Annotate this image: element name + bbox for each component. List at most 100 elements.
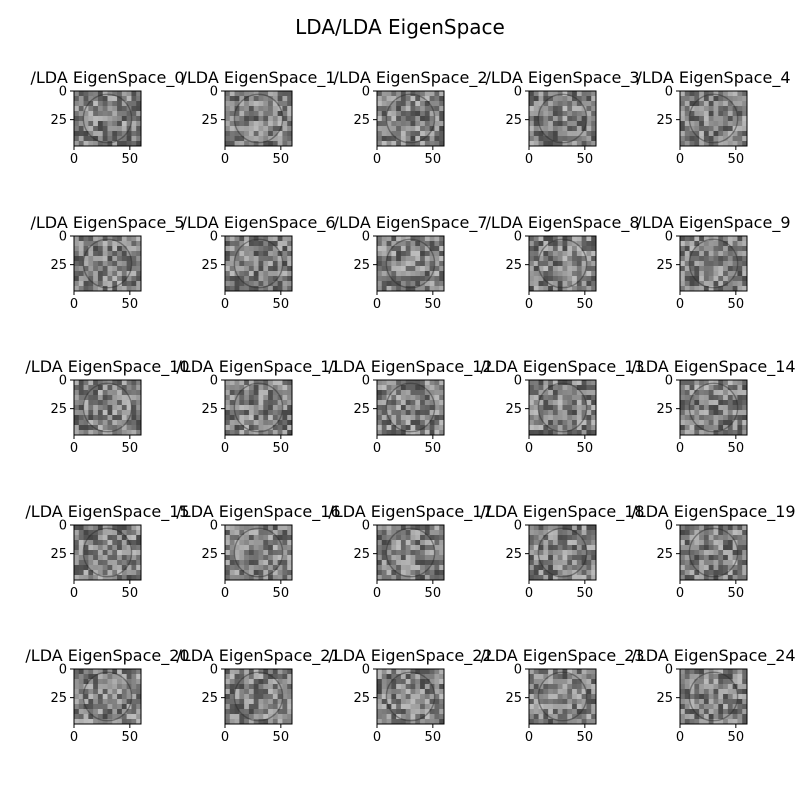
y-tick-label: 25 xyxy=(353,547,370,562)
x-tick-label: 0 xyxy=(373,586,381,601)
eigenface-image xyxy=(529,236,597,292)
y-tick-label: 25 xyxy=(353,113,370,128)
x-tick-label: 0 xyxy=(70,152,78,167)
x-tick-label: 0 xyxy=(221,441,229,456)
eigenface-image xyxy=(529,380,597,436)
eigenface-image xyxy=(74,525,142,581)
x-tick-label: 0 xyxy=(676,441,684,456)
x-tick-label: 0 xyxy=(525,152,533,167)
x-tick-label: 50 xyxy=(577,297,594,312)
eigenface-image xyxy=(377,91,445,147)
subplot-title: /LDA EigenSpace_3 xyxy=(485,68,639,88)
y-tick-label: 0 xyxy=(665,519,673,534)
x-tick-label: 0 xyxy=(373,152,381,167)
x-tick-label: 50 xyxy=(425,297,442,312)
x-tick-label: 0 xyxy=(373,730,381,745)
x-tick-label: 0 xyxy=(221,730,229,745)
x-tick-label: 50 xyxy=(122,441,139,456)
y-tick-label: 25 xyxy=(505,258,522,273)
y-tick-label: 0 xyxy=(362,374,370,389)
y-tick-label: 0 xyxy=(210,374,218,389)
subplot-title: /LDA EigenSpace_17 xyxy=(328,502,492,522)
axes-frame xyxy=(376,524,445,581)
subplot-title: /LDA EigenSpace_24 xyxy=(631,646,795,666)
axes-frame xyxy=(528,379,597,436)
x-tick-label: 0 xyxy=(70,586,78,601)
x-tick-label: 0 xyxy=(70,441,78,456)
y-tick-label: 0 xyxy=(514,519,522,534)
axes-frame xyxy=(376,668,445,725)
eigenface-image xyxy=(377,669,445,725)
eigenface-image xyxy=(680,236,748,292)
eigenface-image xyxy=(74,236,142,292)
x-tick-label: 50 xyxy=(728,152,745,167)
x-tick-label: 0 xyxy=(70,297,78,312)
y-tick-label: 25 xyxy=(353,691,370,706)
subplot-title: /LDA EigenSpace_9 xyxy=(636,213,790,233)
subplot-title: /LDA EigenSpace_2 xyxy=(333,68,487,88)
x-tick-label: 50 xyxy=(728,297,745,312)
y-tick-label: 0 xyxy=(210,663,218,678)
subplot-title: /LDA EigenSpace_0 xyxy=(30,68,184,88)
y-tick-label: 25 xyxy=(505,691,522,706)
eigenface-image xyxy=(225,91,293,147)
subplot-title: /LDA EigenSpace_13 xyxy=(480,357,644,377)
y-tick-label: 25 xyxy=(50,258,67,273)
y-tick-label: 0 xyxy=(210,85,218,100)
eigenface-image xyxy=(74,380,142,436)
y-tick-label: 25 xyxy=(50,402,67,417)
y-tick-label: 25 xyxy=(201,113,218,128)
y-tick-label: 0 xyxy=(665,374,673,389)
eigenface-image xyxy=(529,525,597,581)
axes-frame xyxy=(528,668,597,725)
eigenface-image xyxy=(377,525,445,581)
axes-frame xyxy=(679,90,748,147)
subplot-title: /LDA EigenSpace_16 xyxy=(176,502,340,522)
axes-frame xyxy=(224,524,293,581)
x-tick-label: 50 xyxy=(728,586,745,601)
axes-frame xyxy=(73,379,142,436)
x-tick-label: 0 xyxy=(221,297,229,312)
subplot-title: /LDA EigenSpace_5 xyxy=(30,213,184,233)
subplot-title: /LDA EigenSpace_14 xyxy=(631,357,795,377)
axes-frame xyxy=(224,90,293,147)
y-tick-label: 0 xyxy=(362,519,370,534)
subplot-title: /LDA EigenSpace_7 xyxy=(333,213,487,233)
figure-title: LDA/LDA EigenSpace xyxy=(295,15,505,39)
axes-frame xyxy=(73,235,142,292)
x-tick-label: 50 xyxy=(122,730,139,745)
x-tick-label: 0 xyxy=(221,152,229,167)
subplot-title: /LDA EigenSpace_11 xyxy=(176,357,340,377)
axes-frame xyxy=(376,235,445,292)
eigenface-image xyxy=(680,669,748,725)
y-tick-label: 25 xyxy=(656,113,673,128)
subplot-title: /LDA EigenSpace_20 xyxy=(25,646,189,666)
y-tick-label: 25 xyxy=(201,691,218,706)
x-tick-label: 0 xyxy=(525,730,533,745)
y-tick-label: 25 xyxy=(656,547,673,562)
axes-frame xyxy=(528,90,597,147)
y-tick-label: 0 xyxy=(665,85,673,100)
y-tick-label: 25 xyxy=(201,547,218,562)
x-tick-label: 50 xyxy=(273,586,290,601)
y-tick-label: 0 xyxy=(665,663,673,678)
x-tick-label: 50 xyxy=(273,152,290,167)
axes-frame xyxy=(224,379,293,436)
subplot-title: /LDA EigenSpace_10 xyxy=(25,357,189,377)
y-tick-label: 25 xyxy=(50,547,67,562)
x-tick-label: 0 xyxy=(525,297,533,312)
x-tick-label: 0 xyxy=(525,441,533,456)
x-tick-label: 50 xyxy=(425,586,442,601)
